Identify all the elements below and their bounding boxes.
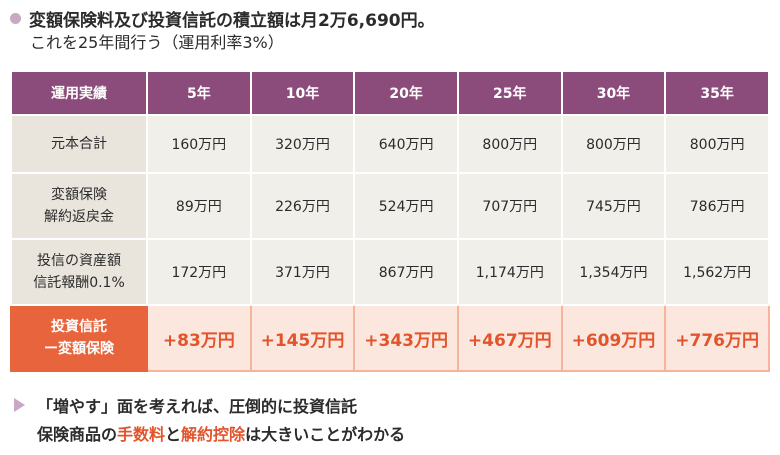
table-cell: 1,174万円 [456, 238, 563, 306]
table-cell: 800万円 [560, 114, 667, 174]
header-year-cell: 30年 [560, 70, 667, 116]
table-header-row: 運用実績 5年 10年 20年 25年 30年 35年 [10, 70, 770, 116]
header-year-cell: 25年 [456, 70, 563, 116]
header-label-cell: 運用実績 [10, 70, 148, 116]
difference-cell: +776万円 [664, 304, 770, 372]
table-cell: 320万円 [249, 114, 356, 174]
table-cell: 89万円 [146, 172, 252, 240]
table-cell: 160万円 [146, 114, 252, 174]
table-cell: 640万円 [353, 114, 459, 174]
conclusion-line1: 「増やす」面を考えれば、圧倒的に投資信託 [37, 397, 358, 416]
highlight-fee: 手数料 [117, 425, 166, 444]
table-cell: 1,562万円 [664, 238, 770, 306]
row-label: 変額保険 解約返戻金 [10, 172, 148, 240]
header-year-cell: 10年 [249, 70, 356, 116]
table-row-fund-assets: 投信の資産額 信託報酬0.1% 172万円 371万円 867万円 1,174万… [10, 238, 770, 306]
bullet-dot-icon [10, 12, 21, 24]
difference-cell: +83万円 [146, 304, 252, 372]
difference-cell: +467万円 [456, 304, 563, 372]
header-year-cell: 20年 [353, 70, 459, 116]
conclusion: 「増やす」面を考えれば、圧倒的に投資信託 保険商品の 手数料と解約控除 は大きいこと… [14, 391, 770, 447]
heading: 変額保険料及び投資信託の積立額は月2万6,690円。 これを25年間行う（運用利… [10, 6, 770, 56]
table-cell: 226万円 [249, 172, 356, 240]
triangle-bullet-icon [14, 398, 25, 412]
table-cell: 707万円 [456, 172, 563, 240]
difference-cell: +145万円 [249, 304, 356, 372]
header-year-cell: 5年 [146, 70, 252, 116]
table-cell: 867万円 [353, 238, 459, 306]
difference-cell: +609万円 [560, 304, 667, 372]
comparison-table: 運用実績 5年 10年 20年 25年 30年 35年 元本合計 160万円 3… [10, 70, 770, 372]
highlight-surrender-charge: 解約控除 [181, 425, 246, 444]
table-cell: 745万円 [560, 172, 667, 240]
table-cell: 172万円 [146, 238, 252, 306]
row-label: 投信の資産額 信託報酬0.1% [10, 238, 148, 306]
row-label: 投資信託 ー変額保険 [10, 304, 148, 372]
row-label: 元本合計 [10, 114, 148, 174]
heading-subtitle: これを25年間行う（運用利率3%） [30, 33, 284, 52]
table-row-difference: 投資信託 ー変額保険 +83万円 +145万円 +343万円 +467万円 +6… [10, 304, 770, 372]
table-cell: 524万円 [353, 172, 459, 240]
table-row-principal: 元本合計 160万円 320万円 640万円 800万円 800万円 800万円 [10, 114, 770, 174]
table-cell: 371万円 [249, 238, 356, 306]
table-cell: 786万円 [664, 172, 770, 240]
conclusion-line2: 保険商品の 手数料と解約控除 は大きいことがわかる [14, 419, 770, 447]
table-cell: 800万円 [664, 114, 770, 174]
table-row-surrender-value: 変額保険 解約返戻金 89万円 226万円 524万円 707万円 745万円 … [10, 172, 770, 240]
header-year-cell: 35年 [664, 70, 770, 116]
difference-cell: +343万円 [353, 304, 459, 372]
table-cell: 800万円 [456, 114, 563, 174]
table-cell: 1,354万円 [560, 238, 667, 306]
heading-title: 変額保険料及び投資信託の積立額は月2万6,690円。 [29, 10, 435, 31]
